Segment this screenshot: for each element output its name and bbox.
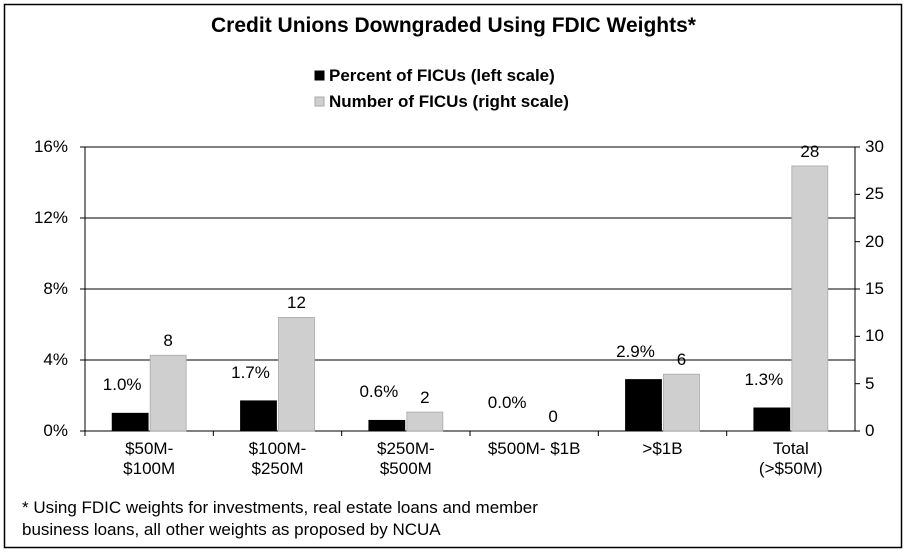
bar [791, 165, 829, 432]
legend-swatch [314, 96, 325, 107]
bar [663, 373, 700, 432]
data-label: 1.0% [102, 375, 142, 395]
legend-label: Number of FICUs (right scale) [329, 92, 569, 111]
y2-tick-label: 15 [865, 279, 884, 298]
bar [368, 419, 406, 432]
y-tick-label: 12% [33, 208, 68, 227]
bar [625, 379, 662, 432]
bar [278, 316, 315, 432]
y2-tick-label: 20 [865, 231, 884, 251]
y-tick-label: 8% [43, 279, 68, 298]
data-label: 1.3% [744, 369, 784, 389]
y2-tick-label: 30 [865, 137, 884, 156]
y-tick-label: 4% [43, 350, 68, 369]
y2-tick-label: 25 [865, 184, 884, 204]
y2-tick-label: 5 [865, 373, 875, 393]
x-tick-label: $250M- $500M [377, 439, 435, 478]
legend-swatch [314, 70, 325, 81]
data-label: 12 [287, 293, 306, 313]
legend-label: Percent of FICUs (left scale) [329, 66, 555, 85]
x-tick-label: $500M- $1B [487, 439, 581, 458]
bar [240, 400, 277, 432]
data-label: 1.7% [231, 362, 270, 382]
data-label: 0.6% [359, 382, 399, 402]
frame [3, 3, 903, 549]
y2-tick-label: 10 [865, 326, 884, 346]
bar [406, 411, 444, 432]
data-label: 2.9% [616, 341, 655, 361]
x-tick-label: $50M- $100M [123, 439, 176, 478]
x-tick-label: Total (>$50M) [758, 439, 823, 478]
bar [111, 412, 149, 432]
chart-title: Credit Unions Downgraded Using FDIC Weig… [211, 14, 696, 37]
data-label: 0.0% [487, 393, 527, 412]
bar [149, 354, 187, 432]
footnote: * Using FDIC weights for investments, re… [22, 498, 538, 539]
data-label: 28 [800, 141, 820, 161]
data-label: 0 [548, 407, 558, 426]
x-tick-label: >$1B [642, 439, 683, 458]
y-tick-label: 16% [33, 137, 68, 156]
data-label: 2 [420, 388, 430, 408]
bar [753, 407, 791, 432]
data-label: 8 [163, 331, 173, 351]
y-tick-label: 0% [43, 421, 68, 440]
x-tick-label: $100M- $250M [248, 439, 307, 478]
y2-tick-label: 0 [865, 421, 875, 440]
data-label: 6 [676, 350, 687, 370]
